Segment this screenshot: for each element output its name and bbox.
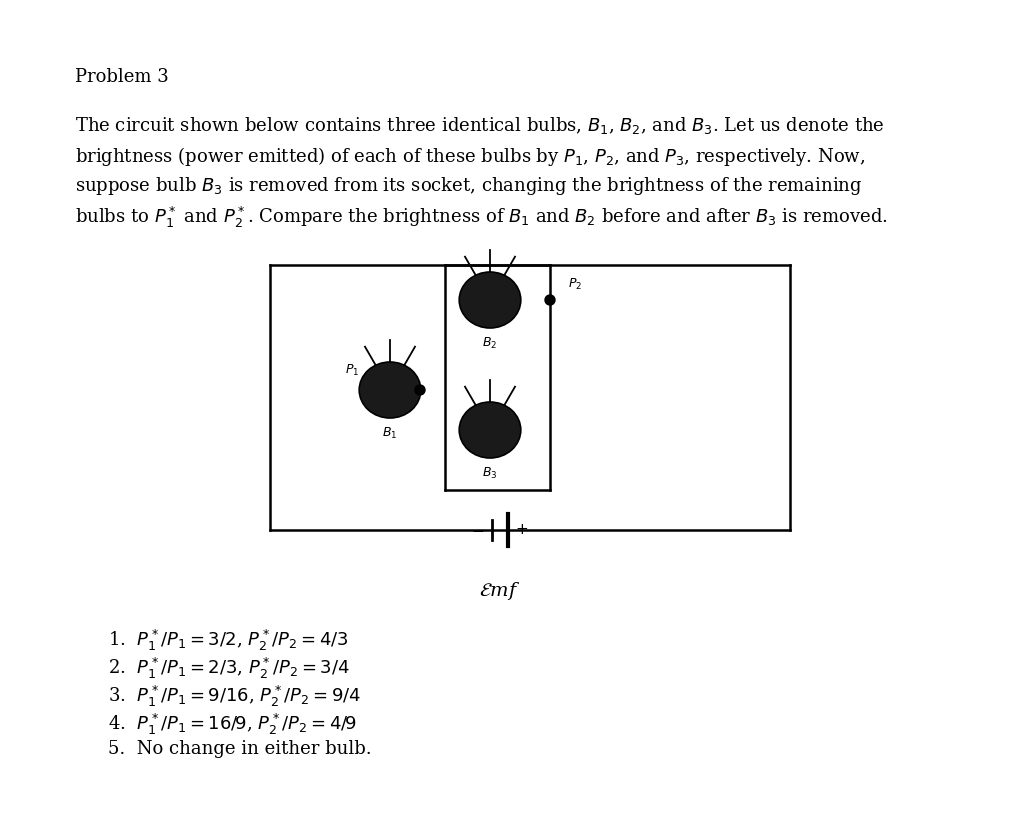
Text: $B_2$: $B_2$: [482, 336, 498, 351]
Text: 1.  $P_1^*/P_1 = 3/2$, $P_2^*/P_2 = 4/3$: 1. $P_1^*/P_1 = 3/2$, $P_2^*/P_2 = 4/3$: [108, 628, 348, 653]
Text: 3.  $P_1^*/P_1 = 9/16$, $P_2^*/P_2 = 9/4$: 3. $P_1^*/P_1 = 9/16$, $P_2^*/P_2 = 9/4$: [108, 684, 361, 709]
Text: $-$: $-$: [471, 523, 484, 537]
Text: $\mathcal{E}$mf: $\mathcal{E}$mf: [479, 580, 520, 602]
Text: 4.  $P_1^*/P_1 = 16/9$, $P_2^*/P_2 = 4/9$: 4. $P_1^*/P_1 = 16/9$, $P_2^*/P_2 = 4/9$: [108, 712, 357, 737]
Text: $B_1$: $B_1$: [382, 426, 397, 441]
Text: 2.  $P_1^*/P_1 = 2/3$, $P_2^*/P_2 = 3/4$: 2. $P_1^*/P_1 = 2/3$, $P_2^*/P_2 = 3/4$: [108, 656, 349, 681]
Ellipse shape: [459, 402, 521, 458]
Circle shape: [545, 295, 555, 305]
Text: $B_3$: $B_3$: [482, 466, 498, 481]
Ellipse shape: [459, 272, 521, 328]
Text: 5.  No change in either bulb.: 5. No change in either bulb.: [108, 740, 372, 758]
Text: bulbs to $P_1^*$ and $P_2^*$. Compare the brightness of $B_1$ and $B_2$ before a: bulbs to $P_1^*$ and $P_2^*$. Compare th…: [75, 205, 888, 230]
Circle shape: [415, 385, 425, 395]
Text: brightness (power emitted) of each of these bulbs by $P_1$, $P_2$, and $P_3$, re: brightness (power emitted) of each of th…: [75, 145, 865, 168]
Text: The circuit shown below contains three identical bulbs, $B_1$, $B_2$, and $B_3$.: The circuit shown below contains three i…: [75, 115, 885, 136]
Text: $+$: $+$: [515, 523, 528, 537]
Text: $P_2$: $P_2$: [568, 277, 583, 292]
Text: $P_1$: $P_1$: [345, 363, 359, 378]
Ellipse shape: [359, 362, 421, 418]
Text: suppose bulb $B_3$ is removed from its socket, changing the brightness of the re: suppose bulb $B_3$ is removed from its s…: [75, 175, 862, 197]
Text: Problem 3: Problem 3: [75, 68, 169, 86]
